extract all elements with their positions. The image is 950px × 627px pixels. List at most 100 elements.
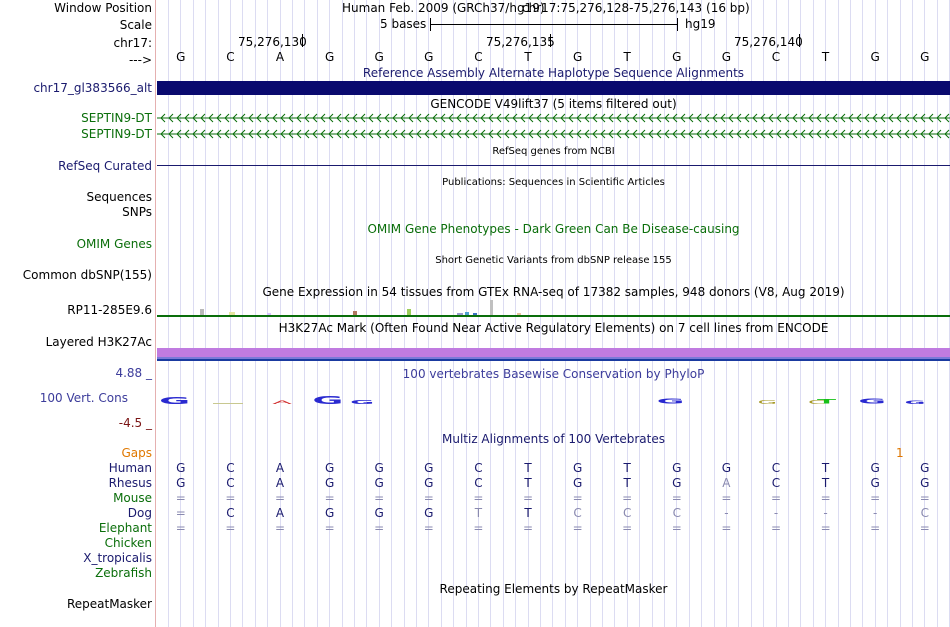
alt-haplo-track-title[interactable]: Reference Assembly Alternate Haplotype S…	[362, 66, 745, 80]
gridline	[180, 0, 181, 627]
phylop-letter-14: T	[817, 398, 836, 405]
gridline	[379, 0, 380, 627]
species-label[interactable]: Dog	[127, 506, 152, 520]
species-label[interactable]: Elephant	[98, 521, 152, 535]
phylop-letter-12: G	[758, 400, 778, 406]
species-base: G	[324, 506, 335, 520]
species-base: =	[572, 491, 583, 505]
species-base: G	[920, 476, 930, 490]
h3k27ac-signal[interactable]	[157, 336, 950, 364]
publications-track-title[interactable]: Publications: Sequences in Scientific Ar…	[442, 177, 665, 188]
gridline	[317, 0, 318, 627]
tick-label-3: 75,276,140	[734, 35, 803, 49]
gridline	[652, 0, 653, 627]
gridline	[590, 0, 591, 627]
multiz-track-title[interactable]: Multiz Alignments of 100 Vertebrates	[441, 432, 666, 446]
species-base: G	[176, 461, 186, 475]
species-base: -	[724, 506, 729, 520]
gridline	[788, 0, 789, 627]
gridline	[639, 0, 640, 627]
gridline	[205, 0, 206, 627]
species-label[interactable]: Human	[108, 461, 152, 475]
species-label[interactable]: Zebrafish	[95, 566, 152, 580]
species-base: =	[374, 491, 385, 505]
gridline	[726, 0, 727, 627]
gridline	[813, 0, 814, 627]
species-base: =	[175, 506, 186, 520]
gencode-item-2-label[interactable]: SEPTIN9-DT	[81, 127, 152, 141]
multiz-gaps-label[interactable]: Gaps	[121, 446, 152, 460]
species-label[interactable]: Rhesus	[108, 476, 152, 490]
species-base: C	[226, 506, 235, 520]
species-base: =	[622, 521, 633, 535]
species-base: C	[573, 506, 582, 520]
species-label[interactable]: Chicken	[104, 536, 152, 550]
dbsnp-label[interactable]: Common dbSNP(155)	[22, 268, 152, 282]
species-base: T	[524, 506, 532, 520]
species-base: C	[474, 461, 483, 475]
gencode-item-2-strand[interactable]	[157, 128, 950, 140]
species-base: A	[275, 476, 285, 490]
gtex-label[interactable]: RP11-285E9.6	[67, 303, 152, 317]
species-base: =	[622, 491, 633, 505]
alt-haplo-label[interactable]: chr17_gl383566_alt	[33, 81, 152, 95]
refseq-track-title[interactable]: RefSeq genes from NCBI	[492, 146, 615, 157]
repeatmasker-track-title[interactable]: Repeating Elements by RepeatMasker	[439, 582, 668, 596]
omim-label[interactable]: OMIM Genes	[76, 237, 152, 251]
alt-haplo-bar[interactable]	[157, 81, 950, 95]
phylop-letter-11: G	[657, 397, 685, 406]
gridline	[676, 0, 677, 627]
tick-mark-3	[799, 34, 800, 47]
repeatmasker-label[interactable]: RepeatMasker	[66, 597, 152, 611]
phylop-min-label: -4.5 _	[118, 416, 152, 430]
publications-snps-label[interactable]: SNPs	[122, 205, 152, 219]
gencode-item-1-label[interactable]: SEPTIN9-DT	[81, 111, 152, 125]
tick-label-2: 75,276,135	[486, 35, 555, 49]
base-letter: C	[474, 50, 483, 64]
species-label[interactable]: Mouse	[113, 491, 152, 505]
gtex-expression-bars[interactable]	[157, 298, 950, 318]
base-letter: G	[374, 50, 384, 64]
gridline	[528, 0, 529, 627]
phylop-letter-3: A	[272, 400, 292, 405]
species-base: =	[721, 521, 732, 535]
gridline	[280, 0, 281, 627]
species-base: T	[474, 506, 483, 520]
h3k27ac-track-title[interactable]: H3K27Ac Mark (Often Found Near Active Re…	[278, 321, 829, 335]
refseq-label[interactable]: RefSeq Curated	[58, 159, 152, 173]
gtex-track-title[interactable]: Gene Expression in 54 tissues from GTEx …	[262, 285, 845, 299]
base-letter: C	[226, 50, 235, 64]
species-label[interactable]: X_tropicalis	[83, 551, 152, 565]
dbsnp-track-title[interactable]: Short Genetic Variants from dbSNP releas…	[435, 255, 672, 266]
species-base: =	[721, 491, 732, 505]
phylop-label[interactable]: 100 Vert. Cons	[39, 391, 128, 405]
species-base: G	[374, 461, 384, 475]
species-base: -	[873, 506, 878, 520]
gencode-track-title[interactable]: GENCODE V49lift37 (5 items filtered out)	[430, 97, 677, 111]
gridline	[924, 0, 925, 627]
phylop-track-title[interactable]: 100 vertebrates Basewise Conservation by…	[402, 367, 705, 381]
species-base: =	[820, 491, 831, 505]
species-base: G	[572, 461, 583, 475]
species-base: =	[274, 521, 286, 535]
gridline	[887, 0, 888, 627]
species-base: =	[324, 491, 335, 505]
gencode-item-1-strand[interactable]	[157, 112, 950, 124]
species-base: =	[919, 521, 930, 535]
gridline	[416, 0, 417, 627]
species-base: T	[623, 476, 631, 490]
species-base: G	[870, 461, 880, 475]
base-letter: G	[721, 50, 732, 64]
phylop-logo[interactable]: G A G G G G C T G G	[157, 392, 950, 408]
publications-sequences-label[interactable]: Sequences	[86, 190, 152, 204]
gridline	[602, 0, 603, 627]
h3k27ac-label[interactable]: Layered H3K27Ac	[45, 335, 152, 349]
phylop-letter-13: C	[808, 400, 826, 406]
omim-track-title[interactable]: OMIM Gene Phenotypes - Dark Green Can Be…	[367, 222, 740, 236]
gridline	[751, 0, 752, 627]
species-base: G	[721, 461, 732, 475]
refseq-gene-line[interactable]	[157, 165, 950, 166]
species-base: =	[870, 521, 881, 535]
species-base: T	[524, 476, 532, 490]
